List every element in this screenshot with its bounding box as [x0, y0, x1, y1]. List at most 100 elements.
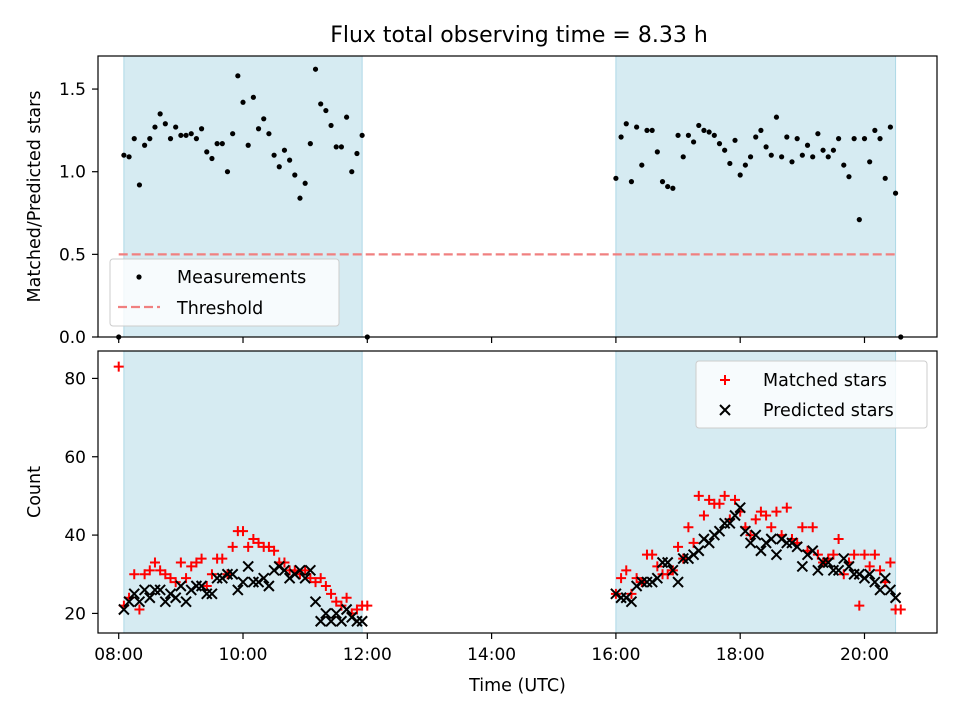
matched-star-point — [750, 514, 761, 525]
matched-star-point — [714, 498, 725, 509]
predicted-star-point — [159, 595, 172, 608]
predicted-star-point — [330, 607, 342, 620]
matched-star-point — [683, 522, 694, 533]
predicted-star-point — [149, 584, 161, 596]
predicted-star-point — [739, 525, 752, 537]
measurement-point — [670, 185, 676, 191]
predicted-star-point — [242, 560, 254, 573]
panel1-axes-frame — [97, 55, 938, 338]
measurement-point — [867, 159, 873, 165]
matched-star-point — [238, 526, 249, 537]
matched-star-point — [165, 573, 176, 584]
measurement-point — [654, 149, 660, 155]
measurement-point — [779, 154, 785, 160]
matched-star-point — [341, 592, 352, 603]
panel1-y-tick-label: 0.0 — [59, 328, 86, 348]
measurement-point — [649, 127, 655, 133]
measurement-point — [126, 154, 132, 160]
predicted-star-point — [765, 533, 777, 545]
predicted-star-point — [340, 603, 353, 616]
measurement-point — [825, 154, 831, 160]
measurement-point — [292, 172, 298, 178]
matched-star-point — [248, 534, 259, 544]
predicted-star-point — [863, 568, 876, 580]
matched-star-point — [149, 557, 160, 568]
predicted-star-point — [667, 564, 679, 577]
measurement-point — [711, 132, 717, 138]
x-tick-label: 14:00 — [467, 645, 516, 665]
measurement-point — [799, 152, 805, 158]
predicted-star-point — [123, 595, 135, 608]
matched-star-point — [755, 506, 766, 517]
panel1-y-tick-label: 0.5 — [59, 245, 86, 265]
matched-star-point — [139, 569, 150, 580]
x-tick-label: 18:00 — [716, 645, 765, 665]
matched-star-point — [227, 541, 238, 552]
measurement-point — [136, 182, 143, 188]
predicted-star-point — [335, 615, 348, 627]
matched-star-point — [621, 565, 632, 576]
predicted-star-point — [744, 537, 757, 549]
predicted-star-point — [806, 545, 819, 557]
measurement-point — [178, 132, 184, 138]
measurement-point — [820, 147, 826, 153]
measurement-point — [219, 141, 225, 147]
measurement-point — [255, 126, 262, 132]
matched-star-point — [144, 565, 155, 576]
measurement-point — [830, 147, 837, 153]
matched-star-point — [315, 573, 326, 584]
measurement-point — [287, 157, 293, 163]
measurement-point — [872, 127, 878, 133]
predicted-star-point — [729, 509, 741, 522]
predicted-star-point — [304, 564, 317, 577]
matched-star-point — [320, 581, 331, 591]
predicted-star-point — [263, 580, 275, 592]
measurement-point — [312, 66, 319, 72]
predicted-star-point — [314, 615, 327, 627]
x-tick-label: 16:00 — [591, 645, 640, 665]
matched-star-point — [807, 522, 818, 533]
measurement-point — [763, 144, 769, 150]
measurement-point — [618, 134, 624, 140]
measurement-point — [281, 147, 288, 153]
measurement-point — [188, 131, 194, 137]
predicted-star-point — [625, 595, 638, 608]
measurement-point — [882, 175, 888, 181]
measurement-point — [152, 124, 158, 130]
measurement-point — [804, 142, 811, 148]
matched-star-point — [269, 545, 280, 556]
measurement-point — [214, 141, 220, 147]
matched-star-point — [895, 604, 906, 615]
matched-star-point — [362, 600, 373, 611]
predicted-star-point — [356, 615, 368, 627]
predicted-star-point — [651, 572, 664, 584]
measurement-point — [162, 121, 168, 127]
predicted-star-point — [258, 572, 270, 584]
matched-star-point — [191, 557, 202, 568]
measurement-point — [784, 134, 790, 140]
measurement-point — [323, 107, 329, 114]
matched-star-point — [859, 549, 870, 560]
predicted-star-point — [796, 560, 809, 573]
measurement-point — [147, 136, 153, 142]
measurement-point — [716, 141, 723, 147]
matched-star-point — [647, 549, 658, 560]
predicted-star-point — [320, 607, 332, 620]
panel1-observing-window-band — [615, 55, 897, 338]
predicted-star-point — [221, 568, 234, 580]
predicted-star-point — [703, 537, 715, 549]
matched-star-point — [854, 600, 865, 611]
measurement-point — [758, 127, 764, 133]
matched-star-point — [869, 549, 880, 560]
matched-star-point — [196, 553, 207, 564]
legend-measurements-label: Measurements — [177, 268, 306, 288]
measurement-point — [742, 162, 748, 168]
legend-measurement-marker — [136, 274, 142, 280]
matched-star-point — [331, 596, 342, 607]
measurement-point — [789, 159, 795, 165]
x-axis-label: Time (UTC) — [468, 676, 566, 696]
measurement-point — [841, 162, 847, 168]
measurement-point — [639, 162, 645, 168]
measurement-point — [887, 124, 893, 130]
measurement-point — [297, 195, 303, 201]
